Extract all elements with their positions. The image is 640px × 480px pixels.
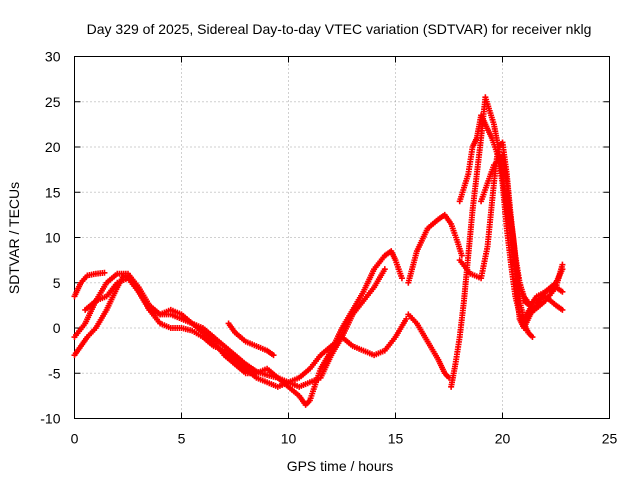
data-point <box>270 352 277 359</box>
y-tick-label: -5 <box>48 365 61 381</box>
x-tick-label: 10 <box>281 431 297 447</box>
x-tick-label: 25 <box>602 431 618 447</box>
series-track-6 <box>405 211 465 286</box>
series-track-1 <box>71 269 108 300</box>
grid-lines <box>74 56 610 419</box>
y-tick-label: 15 <box>45 184 61 200</box>
data-point <box>458 252 465 259</box>
tick-labels: 0 5 10 15 20 25 -10 -5 0 5 10 15 20 25 30 <box>40 49 617 447</box>
series-track-5 <box>225 320 277 359</box>
x-tick-label: 0 <box>71 431 79 447</box>
series-track-4 <box>82 266 388 390</box>
data-points <box>71 94 566 408</box>
data-point <box>529 334 536 341</box>
series-track-8 <box>448 94 566 390</box>
x-tick-label: 15 <box>388 431 404 447</box>
x-tick-label: 5 <box>178 431 186 447</box>
data-point <box>398 275 405 282</box>
y-tick-label: 0 <box>53 320 61 336</box>
series-track-2 <box>71 272 410 390</box>
y-tick-label: -10 <box>40 411 60 427</box>
data-point <box>559 266 566 273</box>
y-tick-label: 30 <box>45 49 61 65</box>
series-track-12 <box>503 189 566 322</box>
y-tick-label: 10 <box>45 230 61 246</box>
y-tick-label: 20 <box>45 139 61 155</box>
y-tick-label: 5 <box>53 275 61 291</box>
y-axis-label: SDTVAR / TECUs <box>6 182 22 294</box>
series-track-7 <box>405 311 452 381</box>
y-tick-label: 25 <box>45 94 61 110</box>
x-axis-label: GPS time / hours <box>287 458 394 474</box>
chart-title: Day 329 of 2025, Sidereal Day-to-day VTE… <box>87 21 592 37</box>
data-point <box>381 266 388 273</box>
data-point <box>101 269 108 276</box>
data-point <box>403 315 410 322</box>
x-tick-label: 20 <box>495 431 511 447</box>
data-point <box>559 288 566 295</box>
data-point <box>559 306 566 313</box>
